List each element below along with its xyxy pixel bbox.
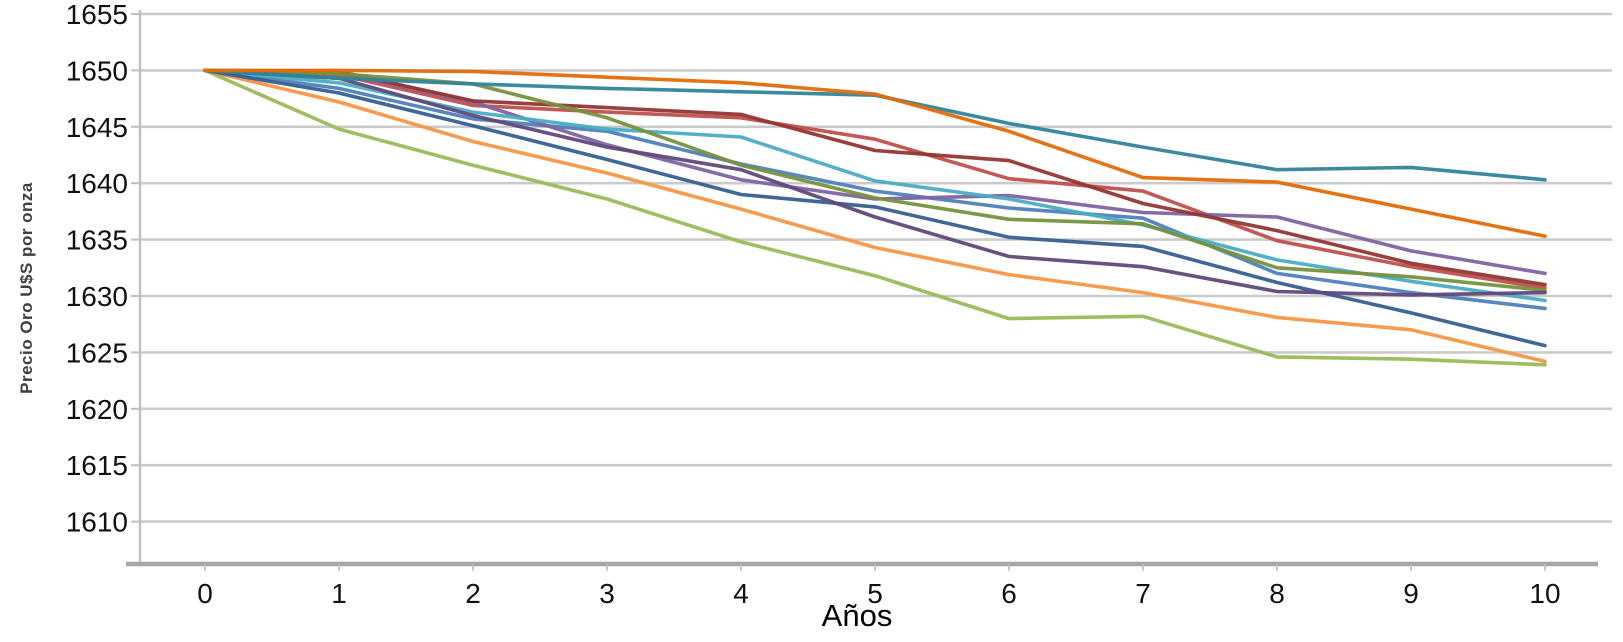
x-tick-label: 6 — [1001, 578, 1017, 609]
gridlines-layer — [139, 12, 1612, 523]
y-tick-label: 1640 — [66, 168, 128, 199]
series-line-s3-green — [203, 68, 1547, 367]
series-line-s1-blue — [203, 68, 1547, 311]
x-tick-label: 4 — [733, 578, 749, 609]
series-line-s4-purple — [203, 68, 1547, 276]
y-axis-title: Precio Oro U$S por onza — [17, 182, 36, 394]
series-line-s8-dark-red — [203, 68, 1547, 287]
series-line-s2-red — [203, 68, 1547, 290]
y-tick-label: 1650 — [66, 55, 128, 86]
x-tick-label: 0 — [197, 578, 213, 609]
x-tick-label: 5 — [867, 578, 883, 609]
series-line-s12-dark-orange — [203, 68, 1547, 238]
series-line-s7-dark-blue — [203, 68, 1547, 348]
x-tick-label: 10 — [1529, 578, 1560, 609]
y-tick-label: 1655 — [66, 0, 128, 30]
x-tick-label: 1 — [331, 578, 347, 609]
series-layer — [203, 68, 1547, 367]
x-tick-label: 9 — [1403, 578, 1419, 609]
y-tick-label: 1645 — [66, 112, 128, 143]
x-tick-label: 8 — [1269, 578, 1285, 609]
x-tick-label: 3 — [599, 578, 615, 609]
y-tick-label: 1615 — [66, 450, 128, 481]
x-tick-label: 2 — [465, 578, 481, 609]
series-line-s10-dark-purple — [203, 68, 1547, 297]
tick-labels-layer: 1610161516201625163016351640164516501655… — [66, 0, 1561, 609]
axes-layer — [126, 10, 1598, 571]
x-tick-label: 7 — [1135, 578, 1151, 609]
series-line-s6-orange — [203, 68, 1547, 364]
y-tick-label: 1625 — [66, 337, 128, 368]
y-tick-label: 1635 — [66, 225, 128, 256]
y-tick-label: 1630 — [66, 281, 128, 312]
y-tick-label: 1620 — [66, 394, 128, 425]
x-axis-title: Años — [822, 598, 893, 633]
y-tick-label: 1610 — [66, 507, 128, 538]
